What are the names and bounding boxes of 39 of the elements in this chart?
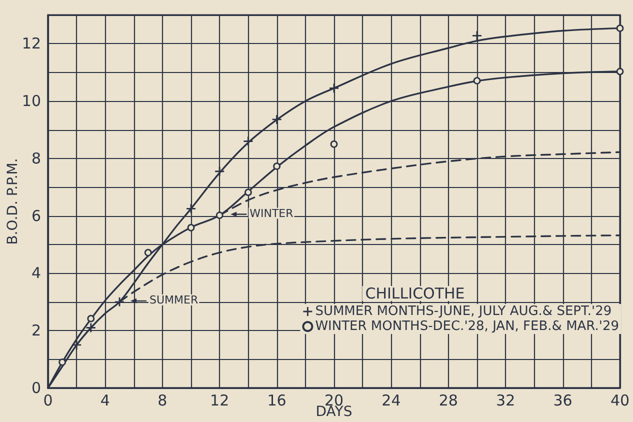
x-tick-label: 40 xyxy=(610,392,630,410)
annotation: SUMMER xyxy=(150,293,198,306)
x-tick-label: 12 xyxy=(210,392,230,410)
point xyxy=(58,358,66,366)
point xyxy=(616,24,624,32)
x-tick-label: 28 xyxy=(438,392,458,410)
y-tick-label: 2 xyxy=(31,322,41,340)
point xyxy=(244,188,252,196)
annotation: WINTER xyxy=(250,206,294,220)
point xyxy=(473,77,481,84)
point xyxy=(144,248,152,256)
legend-label: WINTER MONTHS-DEC.'28, JAN, FEB.& MAR.'29 xyxy=(315,319,620,334)
y-tick-label: 12 xyxy=(22,34,41,53)
legend-label: SUMMER MONTHS-JUNE, JULY AUG.& SEPT.'29 xyxy=(315,304,612,319)
point xyxy=(272,114,282,124)
y-tick-label: 8 xyxy=(31,149,41,168)
x-tick-label: 8 xyxy=(158,392,168,410)
point xyxy=(72,340,82,350)
x-tick-label: 24 xyxy=(382,392,401,410)
y-tick-label: 0 xyxy=(31,379,41,397)
point xyxy=(244,136,253,146)
x-tick-label: 4 xyxy=(100,392,110,410)
x-tick-label: 0 xyxy=(43,392,53,410)
point xyxy=(330,140,338,148)
x-tick-label: 32 xyxy=(496,392,516,410)
x-tick-label: 16 xyxy=(267,392,286,410)
point xyxy=(187,224,195,232)
point xyxy=(216,212,224,219)
point xyxy=(87,314,95,322)
y-tick-label: 4 xyxy=(31,264,41,282)
point xyxy=(273,162,280,170)
point xyxy=(215,166,224,176)
y-tick-label: 6 xyxy=(31,206,41,225)
point xyxy=(616,68,624,76)
y-axis-title: B.O.D. P.P.M. xyxy=(5,158,21,245)
point xyxy=(86,323,96,332)
x-tick-label: 36 xyxy=(553,392,572,410)
legend-title: CHILLICOTHE xyxy=(365,284,465,302)
y-tick-label: 10 xyxy=(22,92,41,110)
